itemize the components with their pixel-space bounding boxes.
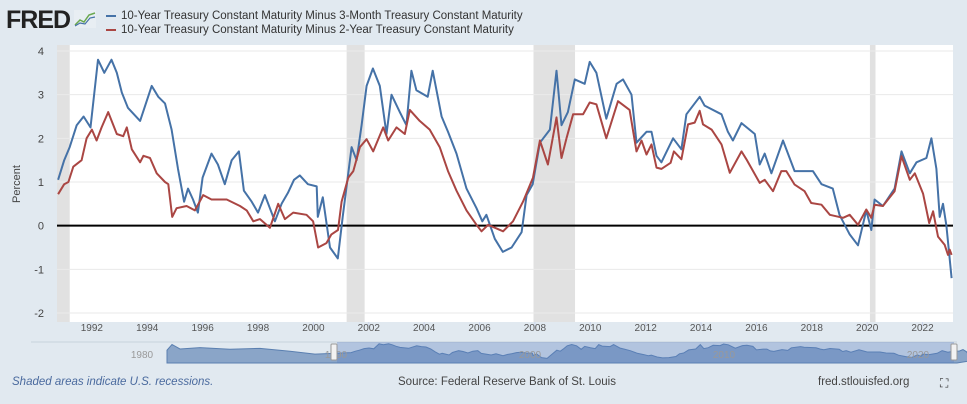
legend-label: 10-Year Treasury Constant Maturity Minus… <box>121 24 514 36</box>
navigator-label: 1980 <box>131 350 154 361</box>
fullscreen-icon[interactable]: ⛶ <box>940 376 949 390</box>
y-tick-label: -2 <box>34 308 44 320</box>
y-tick-label: 4 <box>38 46 44 58</box>
x-tick-label: 1998 <box>247 323 270 334</box>
legend-item-10y-2y[interactable]: 10-Year Treasury Constant Maturity Minus… <box>106 23 523 37</box>
x-tick-label: 2000 <box>302 323 325 334</box>
navigator-series-area <box>166 343 967 364</box>
x-tick-label: 2010 <box>579 323 602 334</box>
recession-note: Shaded areas indicate U.S. recessions. <box>12 376 214 388</box>
series-line-10y-2y <box>57 100 953 256</box>
x-tick-label: 2004 <box>413 323 436 334</box>
chart-legend: 10-Year Treasury Constant Maturity Minus… <box>106 9 523 37</box>
plot-background <box>57 45 953 322</box>
navigator-selection[interactable] <box>337 342 954 363</box>
x-tick-label: 2012 <box>635 323 658 334</box>
fred-logo[interactable]: FRED <box>6 6 71 35</box>
navigator-right-handle[interactable] <box>950 343 958 361</box>
x-tick-label: 1996 <box>192 323 215 334</box>
y-tick-label: 0 <box>38 221 44 233</box>
navigator-label: 2010 <box>713 350 736 361</box>
x-tick-label: 2016 <box>745 323 768 334</box>
y-tick-label: 1 <box>38 177 44 189</box>
navigator-label: 2020 <box>907 350 930 361</box>
chart-logo-icon <box>74 10 96 28</box>
legend-label: 10-Year Treasury Constant Maturity Minus… <box>121 10 523 22</box>
x-tick-label: 2002 <box>358 323 381 334</box>
y-tick-label: 2 <box>38 133 44 145</box>
y-axis-label: Percent <box>11 165 23 203</box>
x-tick-label: 1992 <box>81 323 104 334</box>
x-tick-label: 2018 <box>801 323 824 334</box>
x-tick-label: 2008 <box>524 323 547 334</box>
x-tick-label: 2014 <box>690 323 713 334</box>
x-tick-label: 1994 <box>136 323 159 334</box>
y-tick-label: -1 <box>34 264 44 276</box>
logo-text: FRED <box>6 6 71 34</box>
navigator[interactable]: 19801990200020102020 <box>31 341 967 364</box>
recession-band <box>346 45 365 322</box>
legend-swatch-blue <box>106 15 116 17</box>
y-tick-label: 3 <box>38 90 44 102</box>
recession-band <box>869 45 876 322</box>
source-text: Source: Federal Reserve Bank of St. Loui… <box>398 376 616 388</box>
legend-item-10y-3m[interactable]: 10-Year Treasury Constant Maturity Minus… <box>106 9 523 23</box>
x-tick-label: 2022 <box>911 323 934 334</box>
recession-band <box>57 45 70 322</box>
x-tick-label: 2020 <box>856 323 879 334</box>
x-tick-label: 2006 <box>468 323 491 334</box>
legend-swatch-red <box>106 29 116 31</box>
navigator-label: 2000 <box>519 350 542 361</box>
navigator-left-handle[interactable] <box>330 343 338 361</box>
fred-link[interactable]: fred.stlouisfed.org <box>818 376 910 388</box>
line-chart: -2 -1 0 1 2 3 4 1992 1994 1996 1998 2000 2002 2004 20… <box>11 45 967 364</box>
